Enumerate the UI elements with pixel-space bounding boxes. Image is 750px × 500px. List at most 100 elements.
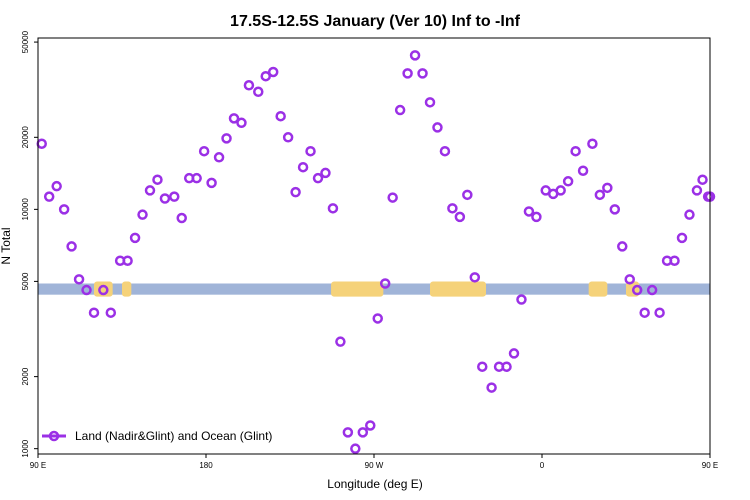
data-point [379, 278, 391, 289]
data-point [617, 241, 628, 252]
data-point [335, 336, 346, 347]
data-point [439, 145, 451, 157]
x-tick-label: 90 W [365, 461, 384, 470]
data-point [98, 284, 109, 296]
data-point [654, 307, 665, 318]
data-point [228, 113, 240, 124]
data-point [523, 206, 535, 217]
data-point [312, 172, 324, 184]
data-point [51, 180, 62, 192]
data-point [477, 361, 488, 372]
x-axis-label: Longitude (deg E) [327, 477, 422, 491]
data-point [577, 165, 589, 176]
axes: 90 E 180 90 W 0 90 E100020005000100002000050… [21, 30, 718, 470]
x-tick-label: 90 E [30, 461, 46, 470]
data-point [290, 186, 301, 198]
data-point [432, 122, 443, 133]
data-point [469, 272, 481, 283]
data-point [213, 152, 225, 163]
data-point [236, 117, 247, 129]
data-point [372, 313, 383, 324]
data-point [206, 177, 217, 189]
data-point [562, 176, 574, 187]
data-point [486, 382, 497, 393]
data-point [350, 443, 361, 454]
legend-label: Land (Nadir&Glint) and Ocean (Glint) [75, 429, 272, 443]
data-point [684, 209, 695, 220]
land-band-segment [122, 281, 132, 297]
data-point [144, 185, 156, 196]
data-point [267, 66, 279, 78]
y-tick-label: 5000 [21, 272, 30, 290]
data-point [609, 204, 621, 215]
data-point [305, 145, 316, 157]
data-point [58, 204, 70, 215]
surface-band [38, 281, 710, 297]
data-point [66, 241, 77, 252]
data-point [43, 191, 55, 202]
data-point [297, 161, 309, 173]
data-point [176, 212, 187, 224]
data-point [462, 189, 473, 201]
land-band-segment [430, 281, 486, 297]
y-axis-label: N Total [0, 227, 13, 264]
plot-frame [37, 37, 711, 455]
data-point [508, 348, 520, 359]
data-point [394, 104, 406, 116]
data-points [36, 50, 716, 454]
data-point [105, 307, 117, 318]
data-point [676, 232, 688, 244]
y-tick-label: 50000 [21, 30, 30, 53]
data-point [260, 70, 271, 82]
y-tick-label: 20000 [21, 126, 30, 149]
y-tick-label: 2000 [21, 367, 30, 385]
x-tick-label: 180 [199, 461, 213, 470]
data-point [275, 110, 286, 122]
y-tick-label: 1000 [21, 439, 30, 457]
legend: Land (Nadir&Glint) and Ocean (Glint) [42, 429, 272, 443]
data-point [594, 189, 606, 201]
data-point [327, 203, 339, 214]
data-point [516, 294, 527, 305]
data-point [191, 172, 202, 184]
data-point [691, 185, 703, 196]
data-point [570, 145, 581, 157]
data-point [320, 167, 331, 179]
data-point [81, 284, 92, 296]
data-point [129, 232, 141, 244]
data-point [669, 255, 680, 266]
data-point [73, 274, 85, 285]
data-point [122, 255, 133, 266]
data-point [447, 203, 458, 214]
data-point [646, 284, 658, 296]
data-point [169, 191, 180, 202]
x-tick-label: 90 E [702, 461, 718, 470]
data-point [159, 193, 171, 204]
data-point [342, 427, 354, 438]
data-point [417, 68, 428, 79]
data-point [402, 68, 413, 79]
data-point [424, 97, 436, 108]
data-point [639, 307, 650, 318]
data-point [631, 284, 643, 296]
legend-marker [48, 430, 60, 442]
data-point [357, 427, 369, 438]
land-band-segment [331, 281, 384, 297]
data-point [36, 138, 47, 149]
data-point [365, 420, 376, 431]
data-point [501, 361, 512, 372]
data-point [282, 132, 294, 143]
data-point [243, 80, 255, 91]
data-point [587, 138, 598, 149]
data-point [602, 182, 613, 194]
data-point [409, 50, 421, 61]
data-point [531, 211, 542, 223]
chart-title: 17.5S-12.5S January (Ver 10) Inf to -Inf [230, 13, 521, 30]
data-point [137, 209, 148, 220]
data-point [253, 86, 264, 98]
data-point [387, 192, 398, 203]
y-tick-label: 10000 [21, 198, 30, 221]
data-point [221, 133, 232, 144]
x-tick-label: 0 [540, 461, 545, 470]
